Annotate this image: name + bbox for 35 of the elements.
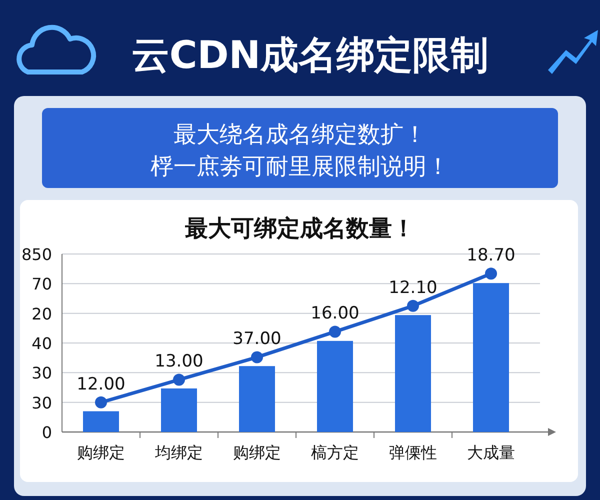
annotation: 12.00 (76, 374, 126, 394)
bar (317, 340, 353, 432)
x-tick-label: 均绑定 (154, 443, 203, 462)
text: 40 (32, 334, 52, 353)
bar (473, 283, 509, 432)
point (329, 326, 341, 338)
annotation: 13.00 (154, 352, 204, 372)
text: 20 (32, 304, 52, 324)
x-tick-label: 大成量 (467, 443, 515, 462)
text: 18.70 (466, 246, 516, 266)
point (95, 396, 107, 408)
point (407, 300, 419, 312)
x-tick-label: 购绑定 (233, 443, 281, 462)
x-tick-label: 槁方定 (311, 443, 359, 462)
annotation: 16.00 (310, 304, 360, 324)
chart-title: 云CDN成名绑定限制 (131, 33, 489, 77)
text: 最大可绑定成名数量！ (184, 215, 415, 242)
text: 70 (32, 274, 52, 294)
bar (395, 315, 431, 432)
bar (83, 411, 119, 432)
text: 0 (42, 423, 52, 442)
chart-subtitle: 最大绕名成名绑定数扩！ (174, 122, 426, 148)
text: 850 (21, 245, 52, 264)
text: 30 (32, 393, 52, 412)
point (251, 351, 263, 364)
x-tick-label: 弹傈性 (389, 443, 437, 462)
bar (161, 388, 197, 432)
x-tick-label: 购绑定 (77, 443, 125, 462)
point (485, 268, 497, 280)
annotation: 12.10 (388, 278, 438, 298)
annotation: 37.00 (232, 329, 282, 350)
text: 桴一庶劵可耐里展限制说明！ (150, 154, 450, 180)
text: 30 (32, 364, 52, 383)
point (173, 374, 185, 386)
bar (239, 366, 275, 432)
